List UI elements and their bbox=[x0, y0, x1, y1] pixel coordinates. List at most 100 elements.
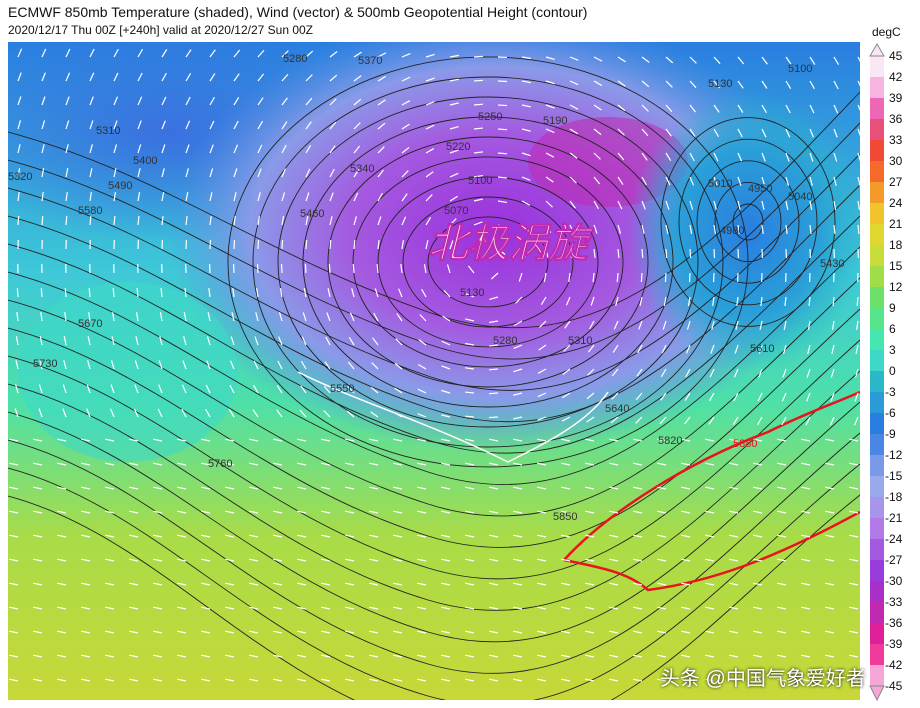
wind-arrow bbox=[417, 438, 427, 442]
wind-arrow bbox=[377, 192, 383, 202]
wind-arrow bbox=[617, 152, 625, 161]
wind-arrow bbox=[396, 313, 403, 322]
contour-line bbox=[8, 277, 860, 517]
wind-arrow bbox=[16, 311, 19, 322]
wind-arrow bbox=[110, 360, 115, 370]
wind-arrow bbox=[273, 558, 283, 562]
wind-arrow bbox=[465, 438, 475, 442]
wind-arrow bbox=[39, 336, 43, 346]
colorbar-tick-label: -30 bbox=[885, 574, 903, 588]
wind-arrow bbox=[323, 410, 331, 418]
colorbar-tick-label: -39 bbox=[885, 637, 903, 651]
wind-arrow bbox=[129, 654, 139, 658]
wind-arrow bbox=[785, 128, 791, 138]
wind-arrow bbox=[249, 510, 259, 514]
wind-arrow bbox=[777, 654, 787, 658]
wind-arrow bbox=[57, 462, 67, 466]
polar-vortex-annotation: 北极涡旋 bbox=[428, 221, 595, 267]
wind-arrow bbox=[273, 486, 283, 490]
wind-arrow bbox=[177, 510, 187, 514]
wind-arrow bbox=[661, 344, 667, 354]
contour-label: 5280 bbox=[493, 335, 517, 347]
wind-arrow bbox=[609, 582, 619, 586]
wind-arrow bbox=[33, 606, 43, 610]
wind-arrow bbox=[490, 272, 499, 280]
wind-arrow bbox=[257, 168, 262, 178]
colorbar-tick-label: -12 bbox=[885, 448, 903, 462]
wind-arrow bbox=[737, 152, 743, 162]
wind-arrow bbox=[297, 438, 307, 442]
wind-arrow bbox=[561, 582, 571, 586]
wind-arrow bbox=[681, 534, 691, 538]
wind-arrow bbox=[353, 239, 356, 250]
wind-arrow bbox=[425, 171, 434, 178]
wind-arrow bbox=[801, 582, 811, 586]
wind-arrow bbox=[425, 240, 429, 250]
wind-arrow bbox=[825, 534, 835, 538]
colorbar-cell bbox=[870, 203, 884, 225]
wind-arrow bbox=[393, 534, 403, 538]
wind-arrow bbox=[761, 224, 764, 234]
wind-arrow bbox=[201, 510, 211, 514]
wind-arrow bbox=[589, 320, 595, 330]
wind-arrow bbox=[801, 486, 811, 490]
wind-arrow bbox=[659, 416, 667, 425]
wind-arrow bbox=[281, 121, 288, 130]
wind-arrow bbox=[9, 630, 19, 634]
wind-arrow bbox=[301, 336, 307, 346]
wind-arrow bbox=[825, 510, 835, 514]
contour-labels: 5280 5370 5130 5100 5310 5400 5320 5490 … bbox=[8, 53, 844, 523]
wind-arrow bbox=[641, 248, 644, 259]
contour-5880-north bbox=[563, 390, 860, 561]
wind-arrow bbox=[137, 72, 143, 82]
wind-arrow bbox=[352, 263, 355, 274]
wind-arrow bbox=[753, 558, 763, 562]
wind-arrow bbox=[233, 73, 240, 82]
wind-arrow bbox=[442, 315, 451, 322]
wind-arrow bbox=[633, 534, 643, 538]
contour-label: 5730 bbox=[33, 358, 57, 370]
wind-arrow bbox=[9, 654, 19, 658]
contour-label: 5880 bbox=[733, 438, 757, 450]
wind-arrow bbox=[201, 654, 211, 658]
wind-arrow bbox=[467, 265, 475, 274]
wind-arrow bbox=[449, 125, 459, 130]
wind-arrow bbox=[609, 486, 619, 490]
wind-arrow bbox=[209, 168, 214, 178]
wind-arrow bbox=[233, 97, 240, 106]
wind-arrow bbox=[377, 216, 382, 226]
wind-arrow bbox=[353, 51, 362, 58]
wind-arrow bbox=[785, 104, 791, 114]
wind-arrow bbox=[489, 534, 499, 538]
wind-arrow bbox=[441, 510, 451, 514]
wind-arrow bbox=[209, 73, 216, 82]
wind-arrow bbox=[801, 606, 811, 610]
wind-arrow bbox=[757, 416, 763, 426]
wind-arrow bbox=[729, 654, 739, 658]
wind-arrow bbox=[705, 558, 715, 562]
wind-arrow bbox=[593, 80, 603, 87]
wind-arrow bbox=[497, 128, 508, 131]
wind-arrow bbox=[302, 312, 307, 322]
wind-arrow bbox=[137, 168, 141, 178]
colorbar-cell bbox=[870, 182, 884, 204]
wind-arrow bbox=[105, 606, 115, 610]
colorbar-cell bbox=[870, 350, 884, 372]
contour-label: 5670 bbox=[78, 318, 102, 330]
wind-arrow bbox=[713, 104, 720, 113]
wind-arrow bbox=[305, 74, 313, 82]
wind-arrow bbox=[713, 152, 719, 162]
wind-arrow bbox=[65, 72, 71, 82]
wind-arrow bbox=[329, 192, 334, 202]
colorbar-cell bbox=[870, 665, 884, 687]
wind-arrow bbox=[801, 630, 811, 634]
wind-arrow bbox=[129, 534, 139, 538]
wind-arrow bbox=[185, 168, 190, 178]
wind-arrow bbox=[41, 168, 45, 178]
colorbar-tick-label: -24 bbox=[885, 532, 903, 546]
wind-arrow bbox=[326, 312, 331, 322]
wind-arrow bbox=[737, 176, 742, 186]
wind-arrow bbox=[729, 582, 739, 586]
wind-arrow bbox=[177, 582, 187, 586]
wind-arrow bbox=[401, 146, 410, 154]
